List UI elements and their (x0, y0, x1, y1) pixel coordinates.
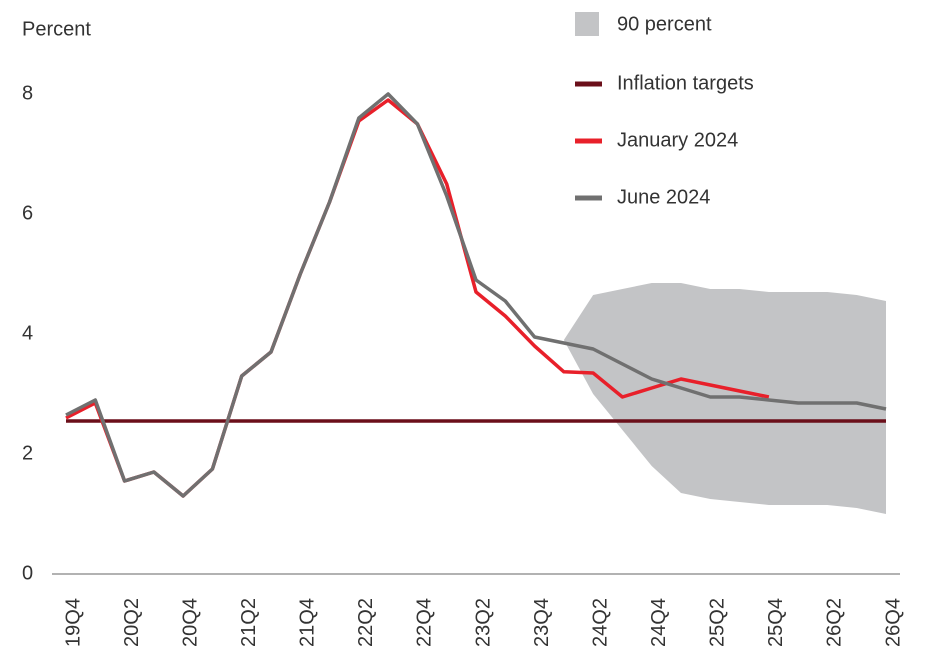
legend-swatch (575, 12, 599, 36)
x-tick-label: 20Q2 (121, 598, 143, 647)
x-tick-label: 24Q4 (648, 598, 670, 647)
x-tick-label: 23Q2 (472, 598, 494, 647)
legend-label: June 2024 (617, 186, 710, 208)
x-tick-label: 19Q4 (62, 598, 84, 647)
x-tick-label: 24Q2 (589, 598, 611, 647)
x-tick-label: 21Q4 (297, 598, 319, 647)
series-line (65, 92, 887, 498)
y-tick-label: 8 (22, 82, 33, 104)
x-tick-label: 26Q2 (824, 598, 846, 647)
x-tick-label: 21Q2 (238, 598, 260, 647)
y-axis-label: Percent (22, 18, 91, 40)
y-tick-label: 4 (22, 322, 33, 344)
y-tick-label: 6 (22, 202, 33, 224)
x-tick-label: 22Q2 (355, 598, 377, 647)
x-tick-label: 20Q4 (179, 598, 201, 647)
x-tick-label: 25Q4 (765, 598, 787, 647)
y-tick-label: 2 (22, 442, 33, 464)
legend-label: January 2024 (617, 129, 738, 151)
legend-label: Inflation targets (617, 72, 754, 94)
y-tick-label: 0 (22, 562, 33, 584)
x-tick-label: 26Q4 (882, 598, 904, 647)
x-tick-label: 25Q2 (707, 598, 729, 647)
legend-label: 90 percent (617, 13, 712, 35)
x-tick-label: 22Q4 (414, 598, 436, 647)
x-tick-label: 23Q4 (531, 598, 553, 647)
